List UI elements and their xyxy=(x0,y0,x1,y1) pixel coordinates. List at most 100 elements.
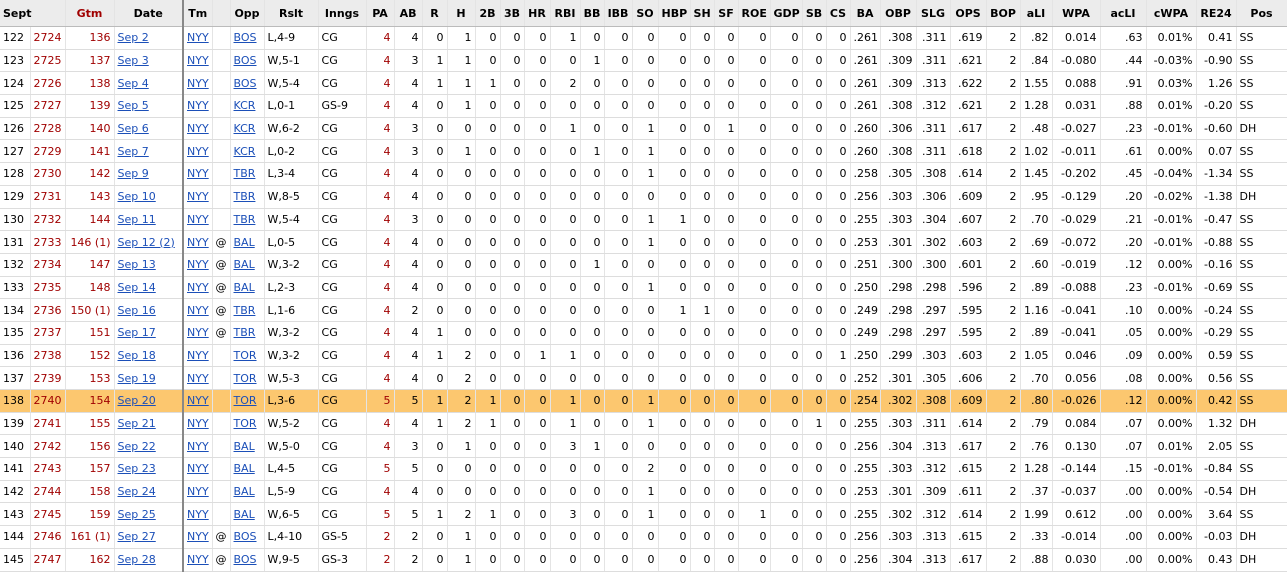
cell-link[interactable]: Sep 14 xyxy=(117,280,156,294)
cell: 0.088 xyxy=(1052,71,1101,96)
cell-link[interactable]: BOS xyxy=(233,553,257,567)
cell-link[interactable]: TBR xyxy=(233,212,256,226)
cell-link[interactable]: NYY xyxy=(187,31,209,45)
cell-link[interactable]: NYY xyxy=(187,167,209,181)
cell-link[interactable]: Sep 6 xyxy=(117,122,149,136)
cell-link[interactable]: TBR xyxy=(233,326,256,340)
cell-link[interactable]: Sep 7 xyxy=(117,144,149,158)
game-row: 127 2729 141 Sep 7 NYY KCR L,0-2 CG 4 3 0 1 0 0 0 0 1 0 1 0… xyxy=(0,139,1287,164)
cell-link[interactable]: KCR xyxy=(233,122,256,136)
cell-link[interactable]: Sep 24 xyxy=(117,485,156,499)
cell-link[interactable]: NYY xyxy=(187,348,209,362)
cell: 0 xyxy=(447,230,476,254)
cell: .255 xyxy=(850,502,881,527)
cell: 1 xyxy=(632,117,659,141)
cell-link[interactable]: TOR xyxy=(233,417,257,431)
cell-link[interactable]: Sep 18 xyxy=(117,348,156,362)
cell-link[interactable]: BOS xyxy=(233,54,257,68)
cell-link[interactable]: NYY xyxy=(187,144,209,158)
cell-link[interactable]: Sep 20 xyxy=(117,394,156,408)
cell-link[interactable]: Sep 22 xyxy=(117,439,156,453)
cell: 138 xyxy=(65,71,115,96)
cell-link[interactable]: BOS xyxy=(233,530,257,544)
cell-link[interactable]: NYY xyxy=(187,303,209,317)
cell-link[interactable]: TBR xyxy=(233,167,256,181)
cell: SS xyxy=(1236,253,1287,277)
cell: BOS xyxy=(230,71,265,96)
cell-link[interactable]: NYY xyxy=(187,122,209,136)
cell-link[interactable]: Sep 27 xyxy=(117,530,156,544)
cell: Sep 19 xyxy=(114,366,185,390)
cell-link[interactable]: BAL xyxy=(233,439,255,453)
cell-link[interactable]: TOR xyxy=(233,394,257,408)
cell-link[interactable]: NYY xyxy=(187,212,209,226)
cell-link[interactable]: Sep 5 xyxy=(117,99,149,113)
cell: NYY xyxy=(183,321,213,345)
cell-link[interactable]: NYY xyxy=(187,54,209,68)
cell-link[interactable]: NYY xyxy=(187,485,209,499)
cell-link[interactable]: NYY xyxy=(187,258,209,272)
cell-link[interactable]: Sep 11 xyxy=(117,212,156,226)
cell-link[interactable]: NYY xyxy=(187,326,209,340)
cell: 139 xyxy=(65,94,115,118)
cell: 0 xyxy=(524,208,551,232)
cell-link[interactable]: KCR xyxy=(233,99,256,113)
cell-link[interactable]: Sep 10 xyxy=(117,190,156,204)
cell-link[interactable]: BAL xyxy=(233,235,255,249)
cell: Sep 7 xyxy=(114,139,185,164)
cell-link[interactable]: Sep 16 xyxy=(117,303,156,317)
cell-link[interactable]: KCR xyxy=(233,144,256,158)
cell-link[interactable]: Sep 3 xyxy=(117,54,149,68)
cell-link[interactable]: BOS xyxy=(233,76,257,90)
cell: 0 xyxy=(658,366,691,390)
cell-link[interactable]: BAL xyxy=(233,485,255,499)
cell-link[interactable]: NYY xyxy=(187,394,209,408)
cell-link[interactable]: BOS xyxy=(233,31,257,45)
cell-link[interactable]: NYY xyxy=(187,76,209,90)
cell-link[interactable]: TOR xyxy=(233,371,257,385)
cell: .305 xyxy=(880,162,917,186)
cell-link[interactable]: BAL xyxy=(233,258,255,272)
cell-link[interactable]: NYY xyxy=(187,99,209,113)
cell-link[interactable]: NYY xyxy=(187,553,209,567)
cell: .37 xyxy=(1020,480,1053,504)
cell: 0 xyxy=(580,298,605,322)
cell-link[interactable]: Sep 2 xyxy=(117,31,149,45)
cell: -0.041 xyxy=(1052,321,1101,345)
cell: 2 xyxy=(986,185,1021,209)
cell-link[interactable]: Sep 19 xyxy=(117,371,156,385)
cell-link[interactable]: NYY xyxy=(187,371,209,385)
cell-link[interactable]: Sep 25 xyxy=(117,507,156,521)
cell: 0 xyxy=(802,480,827,504)
cell-link[interactable]: NYY xyxy=(187,439,209,453)
cell: CG xyxy=(318,26,367,50)
cell-link[interactable]: Sep 12 (2) xyxy=(117,235,175,249)
cell: .617 xyxy=(950,548,987,572)
header-row: Sept Gtm Date Tm Opp Rslt Inngs PA AB R H 2B 3B HR RBI… xyxy=(0,0,1287,27)
cell-link[interactable]: BAL xyxy=(233,280,255,294)
cell-link[interactable]: NYY xyxy=(187,507,209,521)
cell-link[interactable]: BAL xyxy=(233,462,255,476)
cell: 0 xyxy=(770,548,803,572)
cell-link[interactable]: TBR xyxy=(233,190,256,204)
cell-link[interactable]: TBR xyxy=(233,303,256,317)
cell-link[interactable]: Sep 23 xyxy=(117,462,156,476)
cell-link[interactable]: TOR xyxy=(233,348,257,362)
cell-link[interactable]: NYY xyxy=(187,417,209,431)
cell-link[interactable]: NYY xyxy=(187,235,209,249)
cell: 0 xyxy=(500,321,525,345)
cell: 0 xyxy=(826,298,851,322)
cell-link[interactable]: BAL xyxy=(233,507,255,521)
cell-link[interactable]: NYY xyxy=(187,462,209,476)
cell-link[interactable]: NYY xyxy=(187,530,209,544)
cell-link[interactable]: Sep 4 xyxy=(117,76,149,90)
cell-link[interactable]: NYY xyxy=(187,190,209,204)
game-row: 122 2724 136 Sep 2 NYY BOS L,4-9 CG 4 4 0 1 0 0 0 1 0 0 0 0… xyxy=(0,26,1287,50)
cell-link[interactable]: Sep 28 xyxy=(117,553,156,567)
cell-link[interactable]: Sep 13 xyxy=(117,258,156,272)
cell-link[interactable]: Sep 9 xyxy=(117,167,149,181)
cell-link[interactable]: Sep 17 xyxy=(117,326,156,340)
cell-link[interactable]: Sep 21 xyxy=(117,417,156,431)
cell-link[interactable]: NYY xyxy=(187,280,209,294)
